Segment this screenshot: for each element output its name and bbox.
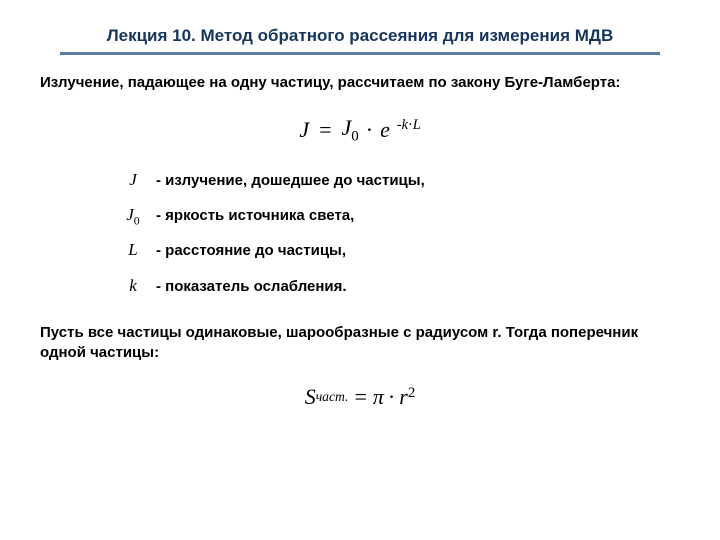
def-sym: k bbox=[110, 276, 156, 299]
f1-J0: J0 bbox=[342, 115, 359, 145]
f1-lhs: J bbox=[299, 117, 309, 143]
slide-title: Лекция 10. Метод обратного рассеяния для… bbox=[40, 26, 680, 46]
def-text: - яркость источника света, bbox=[156, 207, 354, 224]
def-sym: L bbox=[110, 240, 156, 263]
def-sym-main: k bbox=[129, 276, 137, 295]
def-sym: J bbox=[110, 170, 156, 193]
formula-bouguer-lambert: J = J0 · e -k·L bbox=[40, 115, 680, 145]
def-sym-main: J bbox=[126, 205, 134, 224]
f2-dot: · bbox=[384, 384, 399, 410]
def-text: - показатель ослабления. bbox=[156, 278, 347, 295]
f1-J0-base: J bbox=[342, 115, 352, 140]
f1-eq: = bbox=[313, 117, 337, 143]
def-sym-sub: 0 bbox=[134, 213, 140, 227]
definitions-list: J - излучение, дошедшее до частицы, J0 -… bbox=[110, 170, 680, 300]
f2-S-sub: част. bbox=[316, 389, 349, 405]
def-row: k - показатель ослабления. bbox=[110, 276, 680, 299]
f1-e: e bbox=[380, 117, 390, 143]
def-text: - излучение, дошедшее до частицы, bbox=[156, 172, 425, 189]
f1-J0-sub: 0 bbox=[351, 129, 358, 145]
f1-exp-L: L bbox=[413, 117, 421, 133]
f2-eq: = bbox=[348, 384, 372, 410]
f2-S: S bbox=[305, 384, 316, 410]
def-row: L - расстояние до частицы, bbox=[110, 240, 680, 263]
def-sym-main: L bbox=[128, 240, 137, 259]
def-row: J - излучение, дошедшее до частицы, bbox=[110, 170, 680, 193]
def-text: - расстояние до частицы, bbox=[156, 242, 346, 259]
paragraph-1: Излучение, падающее на одну частицу, рас… bbox=[40, 73, 680, 93]
f2-pi: π bbox=[373, 384, 384, 410]
formula-cross-section: Sчаст. = π · r2 bbox=[40, 384, 680, 410]
f1-dot: · bbox=[363, 117, 376, 143]
paragraph-2: Пусть все частицы одинаковые, шарообразн… bbox=[40, 323, 680, 364]
title-underline bbox=[60, 52, 660, 55]
def-sym-main: J bbox=[129, 170, 137, 189]
def-sym: J0 bbox=[110, 205, 156, 228]
f1-exponent: -k·L bbox=[397, 117, 421, 134]
f2-r-sup: 2 bbox=[408, 385, 415, 402]
f2-r: r bbox=[399, 384, 408, 410]
def-row: J0 - яркость источника света, bbox=[110, 205, 680, 228]
